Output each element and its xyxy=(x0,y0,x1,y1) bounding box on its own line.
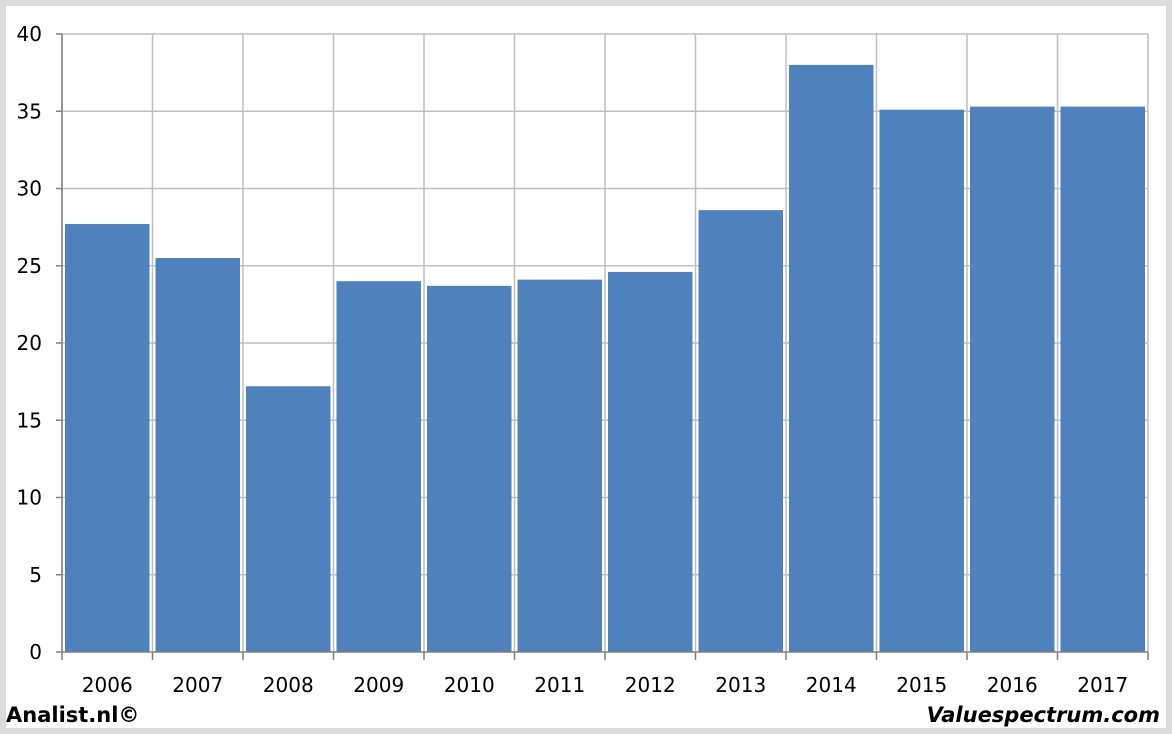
x-tick-label: 2017 xyxy=(1077,673,1128,697)
y-tick-label: 25 xyxy=(17,254,42,278)
x-tick-label: 2009 xyxy=(353,673,404,697)
x-tick-label: 2015 xyxy=(896,673,947,697)
bar-2014 xyxy=(789,64,874,652)
bar-2010 xyxy=(427,285,512,652)
x-tick-label: 2006 xyxy=(82,673,133,697)
x-tick-label: 2014 xyxy=(806,673,857,697)
y-tick-label: 15 xyxy=(17,408,42,432)
x-tick-label: 2011 xyxy=(534,673,585,697)
y-tick-label: 5 xyxy=(29,563,42,587)
y-tick-label: 30 xyxy=(17,177,42,201)
bars xyxy=(65,64,1145,653)
x-tick-label: 2016 xyxy=(987,673,1038,697)
source-left-label: Analist.nl© xyxy=(6,703,140,727)
y-tick-labels: 0 5 10 15 20 25 30 35 40 xyxy=(17,22,42,664)
bar-2013 xyxy=(698,210,783,652)
bar-2015 xyxy=(879,109,964,652)
axes xyxy=(56,33,1149,660)
bar-2008 xyxy=(246,386,331,652)
x-tick-label: 2008 xyxy=(263,673,314,697)
y-tick-label: 20 xyxy=(17,331,42,355)
bar-2009 xyxy=(336,281,421,652)
y-tick-label: 40 xyxy=(17,22,42,46)
x-tick-label: 2007 xyxy=(172,673,223,697)
bar-2007 xyxy=(155,258,240,652)
y-tick-label: 35 xyxy=(17,99,42,123)
y-tick-label: 10 xyxy=(17,486,42,510)
y-tick-label: 0 xyxy=(29,640,42,664)
x-tick-labels: 2006 2007 2008 2009 2010 2011 2012 2013 2014 2015… xyxy=(82,673,1128,697)
x-tick-label: 2010 xyxy=(444,673,495,697)
bar-2012 xyxy=(608,271,693,652)
x-tick-label: 2012 xyxy=(625,673,676,697)
bar-2016 xyxy=(970,106,1055,653)
bar-2011 xyxy=(517,279,602,652)
bar-2006 xyxy=(65,224,150,652)
x-tick-label: 2013 xyxy=(715,673,766,697)
bar-2017 xyxy=(1060,106,1145,653)
source-right-label: Valuespectrum.com xyxy=(926,703,1160,727)
